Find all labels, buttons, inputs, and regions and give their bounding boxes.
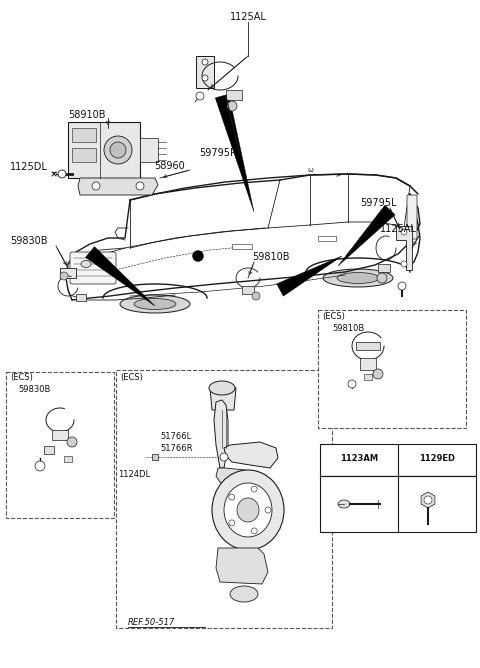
Text: 59830B: 59830B: [10, 236, 48, 246]
Polygon shape: [396, 226, 412, 270]
Circle shape: [35, 461, 45, 471]
Text: 58960: 58960: [154, 161, 185, 171]
Circle shape: [229, 520, 235, 526]
Text: 1125AL: 1125AL: [380, 224, 417, 234]
Circle shape: [424, 496, 432, 504]
Bar: [116, 370, 332, 628]
Text: 59830B: 59830B: [18, 385, 50, 394]
Circle shape: [251, 486, 257, 492]
Circle shape: [227, 101, 237, 111]
Ellipse shape: [212, 470, 284, 550]
Bar: [196, 56, 214, 88]
Text: 51766R: 51766R: [160, 444, 192, 453]
Circle shape: [401, 229, 407, 235]
Text: ∞: ∞: [335, 171, 342, 178]
Polygon shape: [215, 94, 254, 212]
Ellipse shape: [230, 586, 258, 602]
Circle shape: [398, 282, 406, 290]
Bar: [140, 138, 158, 162]
Ellipse shape: [237, 498, 259, 522]
Bar: [364, 374, 372, 380]
Text: (ECS): (ECS): [120, 373, 143, 382]
Circle shape: [196, 92, 204, 100]
Circle shape: [251, 528, 257, 534]
Circle shape: [67, 437, 77, 447]
Text: 1123AM: 1123AM: [340, 454, 378, 463]
Polygon shape: [216, 468, 252, 490]
FancyBboxPatch shape: [70, 252, 116, 284]
Circle shape: [58, 170, 66, 178]
Text: 1125DL: 1125DL: [10, 162, 48, 172]
Circle shape: [202, 75, 208, 81]
Circle shape: [265, 507, 271, 513]
Polygon shape: [216, 548, 268, 584]
Text: 1125AL: 1125AL: [229, 12, 266, 22]
Bar: [52, 430, 68, 440]
Ellipse shape: [338, 500, 350, 508]
Circle shape: [348, 380, 356, 388]
Ellipse shape: [134, 299, 176, 309]
Text: 51766L: 51766L: [160, 432, 191, 441]
Polygon shape: [214, 400, 228, 468]
Bar: [378, 264, 390, 272]
Circle shape: [193, 251, 203, 261]
Ellipse shape: [104, 136, 132, 164]
Text: 59810B: 59810B: [332, 324, 364, 333]
Bar: [320, 476, 476, 532]
Bar: [68, 122, 140, 178]
Circle shape: [401, 261, 407, 267]
Bar: [60, 268, 76, 278]
Text: 59795L: 59795L: [360, 198, 396, 208]
Bar: [232, 244, 252, 249]
Polygon shape: [338, 205, 395, 266]
Text: 59795R: 59795R: [199, 148, 237, 158]
Circle shape: [136, 182, 144, 190]
Circle shape: [202, 59, 208, 65]
Ellipse shape: [337, 273, 379, 283]
Ellipse shape: [120, 295, 190, 313]
Circle shape: [92, 182, 100, 190]
Circle shape: [60, 272, 68, 280]
Ellipse shape: [323, 269, 393, 287]
Polygon shape: [224, 442, 278, 468]
Polygon shape: [85, 246, 155, 306]
Text: 1124DL: 1124DL: [118, 470, 150, 479]
Circle shape: [377, 273, 387, 283]
Bar: [226, 90, 242, 100]
Text: REF.50-517: REF.50-517: [128, 618, 175, 627]
Ellipse shape: [110, 142, 126, 158]
Bar: [64, 456, 72, 462]
Ellipse shape: [81, 261, 91, 267]
FancyBboxPatch shape: [407, 195, 417, 239]
Text: (ECS): (ECS): [322, 312, 345, 321]
Bar: [152, 454, 158, 460]
Text: 1129ED: 1129ED: [419, 454, 455, 463]
Bar: [318, 236, 336, 241]
Text: 59810B: 59810B: [252, 252, 289, 262]
Bar: [76, 294, 86, 301]
Circle shape: [220, 453, 228, 461]
Bar: [318, 310, 466, 428]
Text: 58910B: 58910B: [68, 110, 106, 120]
Ellipse shape: [209, 381, 235, 395]
Bar: [72, 148, 96, 162]
Bar: [6, 372, 114, 518]
Circle shape: [373, 369, 383, 379]
Bar: [44, 446, 54, 454]
Bar: [320, 444, 476, 476]
Polygon shape: [78, 178, 158, 195]
Polygon shape: [276, 256, 342, 296]
Bar: [242, 286, 254, 294]
Text: (ECS): (ECS): [10, 373, 33, 382]
Text: ω: ω: [307, 167, 313, 173]
Polygon shape: [210, 388, 236, 410]
Bar: [72, 128, 96, 142]
Bar: [356, 342, 380, 350]
Circle shape: [229, 494, 235, 500]
Bar: [360, 358, 376, 370]
Ellipse shape: [224, 483, 272, 537]
Circle shape: [252, 292, 260, 300]
